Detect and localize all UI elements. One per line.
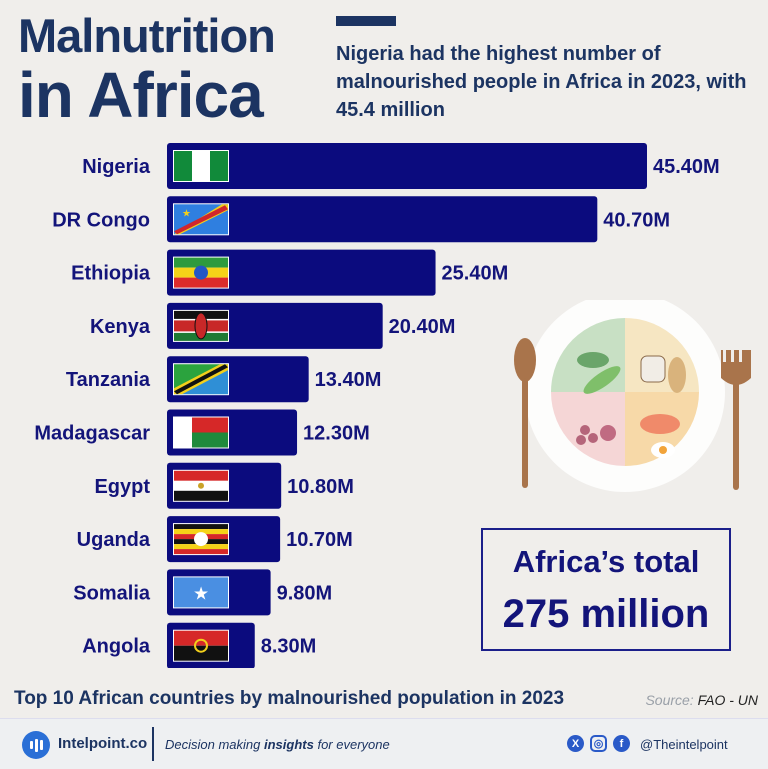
food-plate-illustration xyxy=(514,300,751,492)
kenya-flag-icon xyxy=(173,309,229,342)
subtitle: Nigeria had the highest number of malnou… xyxy=(336,43,747,121)
title-line-2: in Africa xyxy=(18,59,264,131)
category-label: DR Congo xyxy=(52,209,150,231)
category-label: Nigeria xyxy=(82,156,151,178)
value-label: 8.30M xyxy=(261,636,317,658)
category-label: Somalia xyxy=(73,582,151,604)
category-label: Ethiopia xyxy=(71,263,151,285)
tagline-start: Decision making xyxy=(165,737,264,752)
egypt-flag-icon xyxy=(173,469,229,502)
bar-nigeria xyxy=(167,143,647,189)
total-label: Africa’s total xyxy=(512,544,700,579)
ethiopia-flag-icon xyxy=(173,256,229,289)
value-label: 20.40M xyxy=(389,316,456,338)
somalia-flag-icon: ★ xyxy=(173,576,229,609)
tagline-end: for everyone xyxy=(313,737,390,752)
total-callout: Africa’s total 275 million xyxy=(481,528,731,651)
category-label: Kenya xyxy=(90,316,151,338)
source-note: Source: FAO - UN xyxy=(645,692,758,708)
category-label: Egypt xyxy=(94,476,150,498)
footer-divider xyxy=(152,727,154,761)
uganda-flag-icon xyxy=(173,523,229,556)
x-icon[interactable]: X xyxy=(567,735,584,752)
madagascar-flag-icon xyxy=(173,416,229,449)
social-links: X ◎ f xyxy=(567,735,630,752)
category-label: Madagascar xyxy=(34,423,150,445)
angola-flag-icon xyxy=(173,629,229,662)
footer: Intelpoint.co Decision making insights f… xyxy=(0,718,768,769)
value-label: 25.40M xyxy=(442,263,509,285)
intelpoint-logo-icon xyxy=(22,731,50,759)
source-value: FAO - UN xyxy=(697,692,758,708)
brand-link[interactable]: Intelpoint.co xyxy=(58,735,148,752)
bar-ethiopia xyxy=(167,249,436,296)
social-handle[interactable]: @Theintelpoint xyxy=(640,737,728,752)
instagram-icon[interactable]: ◎ xyxy=(590,735,607,752)
svg-text:★: ★ xyxy=(182,208,191,219)
tanzania-flag-icon xyxy=(173,363,229,396)
category-label: Tanzania xyxy=(66,369,151,391)
value-label: 13.40M xyxy=(315,369,382,391)
value-label: 40.70M xyxy=(603,209,670,231)
chart-caption: Top 10 African countries by malnourished… xyxy=(14,688,565,709)
nigeria-flag-icon xyxy=(173,150,229,182)
accent-bar xyxy=(336,16,396,26)
value-label: 10.70M xyxy=(286,529,353,551)
source-label: Source: xyxy=(645,692,694,708)
value-label: 10.80M xyxy=(287,476,354,498)
tagline-highlight: insights xyxy=(264,737,314,752)
dr-congo-flag-icon: ★ xyxy=(173,203,229,236)
tagline: Decision making insights for everyone xyxy=(165,737,390,752)
svg-text:★: ★ xyxy=(193,583,209,603)
bar-chart: Nigeria 45.40M DR Congo 40.70M ★ Ethiopia 25.4… xyxy=(34,143,720,668)
category-label: Uganda xyxy=(77,529,151,551)
value-label: 9.80M xyxy=(277,582,333,604)
category-label: Angola xyxy=(82,636,151,658)
facebook-icon[interactable]: f xyxy=(613,735,630,752)
page-title: Malnutrition in Africa xyxy=(18,9,276,131)
total-value: 275 million xyxy=(502,592,710,636)
bar-dr-congo xyxy=(167,196,598,243)
value-label: 12.30M xyxy=(303,423,370,445)
title-line-1: Malnutrition xyxy=(18,9,276,62)
value-label: 45.40M xyxy=(653,156,720,178)
